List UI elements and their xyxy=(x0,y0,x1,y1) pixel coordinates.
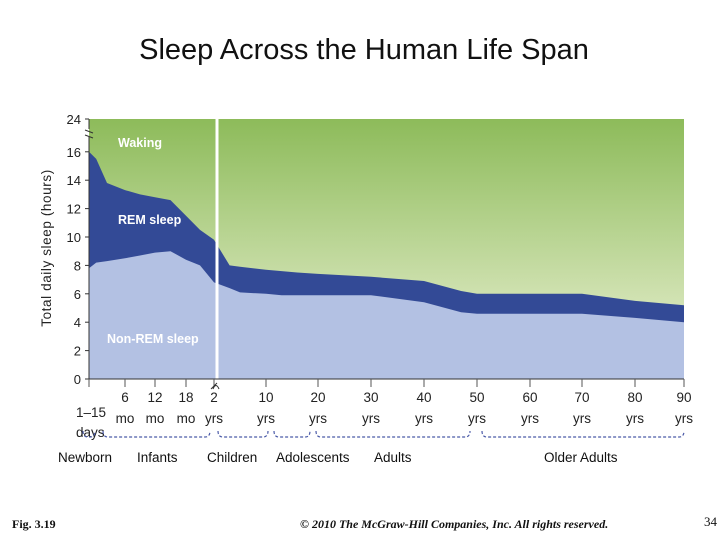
x-tick-label-bottom: yrs xyxy=(257,411,275,426)
waking-label: Waking xyxy=(118,136,162,150)
age-group-label: Older Adults xyxy=(544,450,618,465)
x-tick-label-bottom: yrs xyxy=(205,411,223,426)
x-tick-label-top: 50 xyxy=(469,390,484,405)
non-rem-sleep-area xyxy=(89,251,684,379)
copyright-notice: © 2010 The McGraw-Hill Companies, Inc. A… xyxy=(300,517,609,531)
x-tick-label-bottom: yrs xyxy=(573,411,591,426)
x-tick-label-bottom: yrs xyxy=(415,411,433,426)
x-tick-label-bottom: days xyxy=(76,425,105,440)
x-tick-label-bottom: yrs xyxy=(309,411,327,426)
x-tick-label-bottom: yrs xyxy=(521,411,539,426)
non-rem-sleep-label: Non-REM sleep xyxy=(107,332,199,346)
x-tick-label-top: 6 xyxy=(121,390,129,405)
age-group-bracket xyxy=(315,430,471,438)
y-tick-label: 16 xyxy=(67,145,81,160)
x-tick-label-top: 60 xyxy=(522,390,537,405)
y-tick-label: 2 xyxy=(74,344,81,359)
y-tick-label: 14 xyxy=(67,173,81,188)
y-tick-label: 0 xyxy=(74,372,81,387)
y-axis-label: Total daily sleep (hours) xyxy=(39,169,54,327)
plot-area xyxy=(89,119,684,379)
y-tick-label: 24 xyxy=(67,112,81,127)
y-axis-break-mark xyxy=(84,129,94,139)
age-group-label: Adolescents xyxy=(276,450,350,465)
age-group-bracket xyxy=(102,430,211,438)
x-tick-label-top: 90 xyxy=(676,390,691,405)
age-group-label: Newborn xyxy=(58,450,112,465)
page-number: 34 xyxy=(704,514,717,529)
age-group-bracket xyxy=(481,430,685,438)
age-group-bracket xyxy=(82,430,96,438)
x-tick-label-bottom: yrs xyxy=(468,411,486,426)
age-group-label: Infants xyxy=(137,450,178,465)
labels: Waking REM sleep Non-REM sleep xyxy=(107,136,199,346)
x-tick-label-top: 70 xyxy=(574,390,589,405)
x-tick-label-top: 80 xyxy=(627,390,642,405)
x-axis-break-mark xyxy=(210,382,220,390)
age-group-label: Children xyxy=(207,450,257,465)
y-tick-label: 6 xyxy=(74,287,81,302)
x-tick-label-top: 30 xyxy=(363,390,378,405)
slide-title: Sleep Across the Human Life Span xyxy=(139,34,589,66)
x-tick-label-bottom: mo xyxy=(116,411,135,426)
x-tick-label-bottom: yrs xyxy=(626,411,644,426)
x-tick-label-bottom: yrs xyxy=(675,411,693,426)
x-tick-label-top: 1–15 xyxy=(76,405,106,420)
rem-sleep-label: REM sleep xyxy=(118,213,182,227)
x-tick-label-top: 40 xyxy=(416,390,431,405)
x-tick-label-bottom: yrs xyxy=(362,411,380,426)
x-tick-label-bottom: mo xyxy=(177,411,196,426)
age-group-bracket xyxy=(273,430,311,438)
x-tick-label-top: 20 xyxy=(310,390,325,405)
age-group-bracket xyxy=(217,430,269,438)
x-tick-label-top: 18 xyxy=(178,390,193,405)
x-tick-label-top: 2 xyxy=(210,390,218,405)
x-tick-label-top: 10 xyxy=(258,390,273,405)
x-tick-label-top: 12 xyxy=(147,390,162,405)
y-tick-label: 8 xyxy=(74,258,81,273)
y-tick-label: 12 xyxy=(67,202,81,217)
age-group-label: Adults xyxy=(374,450,412,465)
y-tick-label: 10 xyxy=(67,230,81,245)
figure-label: Fig. 3.19 xyxy=(12,517,56,531)
y-tick-label: 4 xyxy=(74,315,81,330)
x-tick-label-bottom: mo xyxy=(146,411,165,426)
